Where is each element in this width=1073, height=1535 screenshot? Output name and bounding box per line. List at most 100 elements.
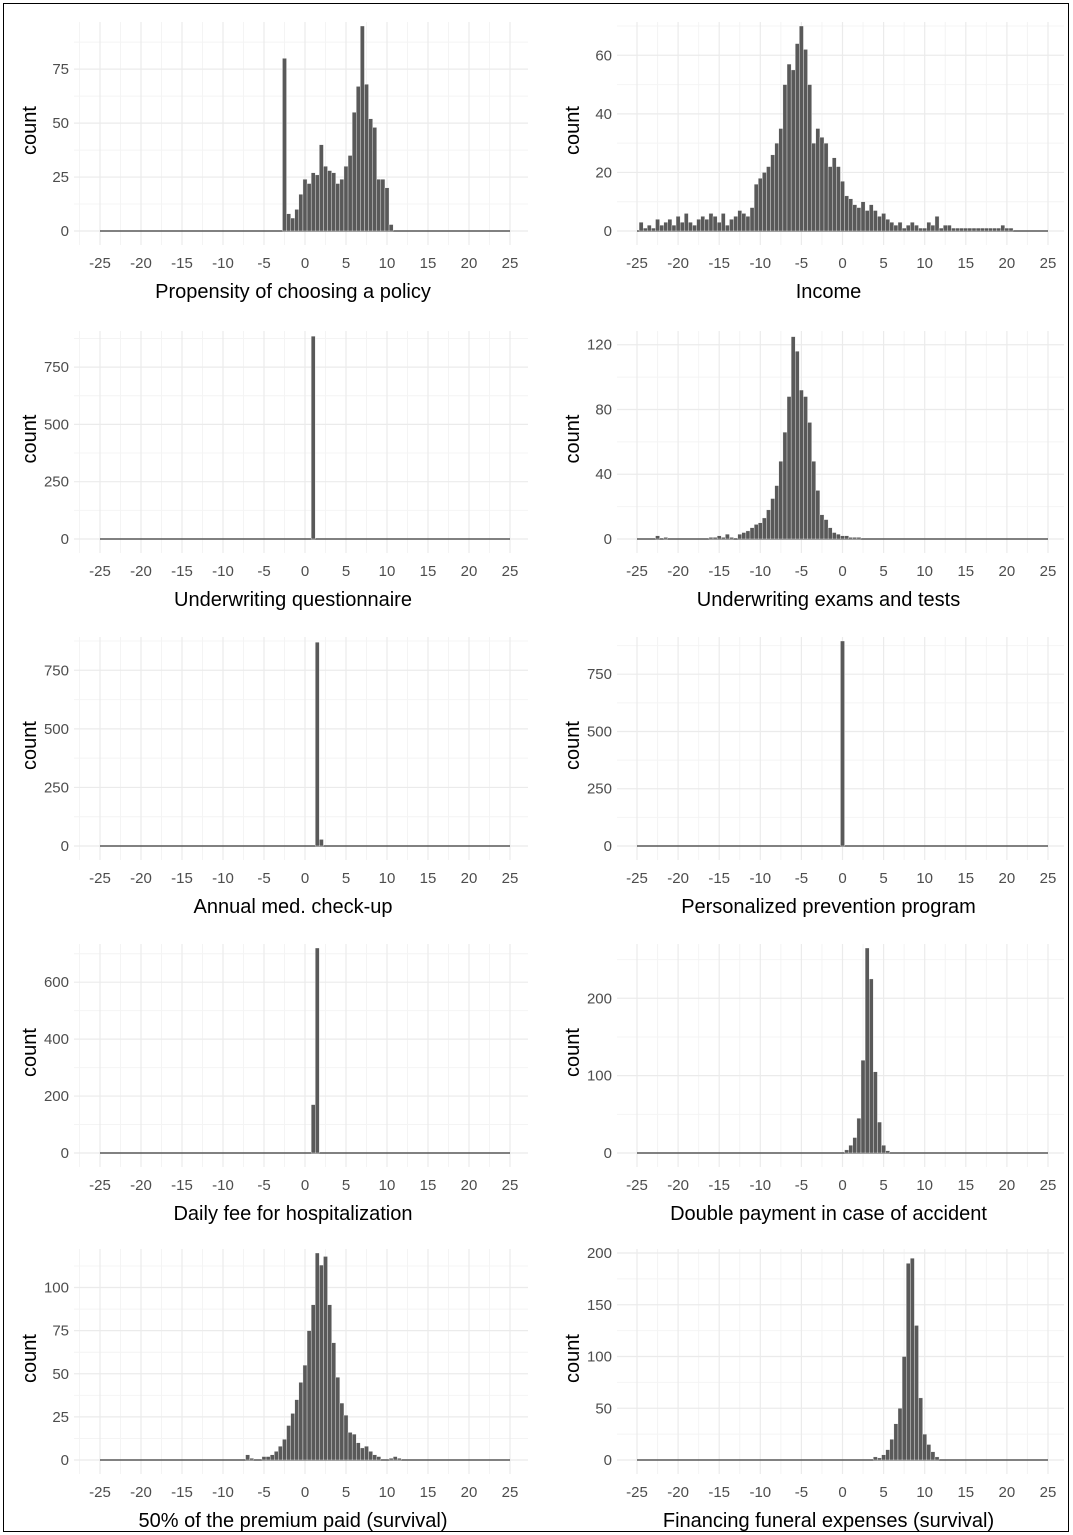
histogram-bar	[704, 219, 710, 232]
histogram-bar	[737, 533, 742, 540]
x-tick-label: -25	[89, 1177, 111, 1194]
histogram-bar	[856, 207, 862, 232]
x-tick-label: 5	[342, 563, 350, 580]
histogram-bar	[840, 181, 845, 232]
x-tick-label: 5	[879, 870, 887, 887]
histogram-bar	[897, 222, 903, 232]
histogram-panel-3: -25 -20 -15 -10 -5 0 5 10 15 20 250250500750Underw…	[19, 331, 528, 611]
y-tick-label: 0	[61, 1452, 69, 1469]
y-tick-label: 750	[44, 662, 69, 679]
histogram-bar	[885, 219, 890, 232]
histogram-bar	[848, 198, 853, 232]
x-tick-label: -5	[257, 1484, 270, 1501]
histogram-bar	[282, 1439, 287, 1461]
histogram-bar	[339, 1402, 345, 1461]
x-tick-label: 25	[502, 563, 519, 580]
y-tick-label: 25	[52, 1409, 69, 1426]
x-tick-label: 0	[838, 870, 846, 887]
histogram-bar	[881, 1145, 886, 1154]
histogram-bar	[926, 222, 932, 232]
x-tick-label: 10	[916, 1177, 933, 1194]
x-axis-title: Daily fee for hospitalization	[173, 1203, 412, 1225]
histogram-bar	[347, 1432, 353, 1461]
histogram-bar	[306, 1330, 312, 1461]
histogram-bar	[327, 1304, 332, 1461]
histogram-bar	[864, 210, 870, 232]
histogram-bar	[918, 1397, 923, 1461]
x-tick-label: 10	[379, 1484, 396, 1501]
histogram-bar	[376, 1456, 382, 1461]
histogram-bar	[684, 213, 689, 232]
histogram-bar	[745, 530, 751, 540]
histogram-bar	[667, 219, 673, 232]
y-tick-label: 0	[604, 531, 612, 548]
x-tick-label: -25	[89, 1484, 111, 1501]
y-tick-label: 100	[587, 1349, 612, 1366]
x-tick-label: 10	[916, 1484, 933, 1501]
histogram-bar	[807, 84, 812, 232]
y-tick-label: 400	[44, 1031, 69, 1048]
histogram-bar	[860, 1059, 866, 1154]
histogram-bar	[869, 204, 874, 232]
x-tick-label: -20	[130, 255, 152, 272]
x-tick-label: 10	[379, 563, 396, 580]
histogram-bar	[692, 224, 697, 232]
histogram-bar	[844, 535, 849, 540]
x-tick-label: 20	[999, 1177, 1016, 1194]
histogram-panel-4: -25 -20 -15 -10 -5 0 5 10 15 20 25 0 40 80 120 Underwri…	[562, 331, 1064, 611]
histogram-panel-10: -25 -20 -15 -10 -5 0 5 10 15 20 25 0 50 100 150 200 Fina…	[562, 1245, 1064, 1532]
x-tick-label: 15	[420, 1177, 437, 1194]
histogram-bar	[249, 1458, 254, 1461]
x-tick-label: 15	[420, 255, 437, 272]
histogram-bar	[922, 227, 927, 232]
histogram-bar	[647, 224, 652, 232]
x-tick-label: -20	[667, 255, 689, 272]
histogram-bar	[795, 43, 800, 232]
histogram-panel-5: -25 -20 -15 -10 -5 0 5 10 15 20 250250500750Annual…	[19, 637, 528, 918]
x-tick-label: -20	[667, 563, 689, 580]
histogram-bar	[885, 1150, 890, 1154]
y-tick-label: 0	[604, 223, 612, 240]
x-tick-label: -5	[795, 870, 808, 887]
histogram-bar	[290, 1413, 295, 1461]
histogram-panel-1: -25 -20 -15 -10 -5 0 5 10 15 20 25 0 25 50 75 Propensit…	[19, 22, 528, 303]
histogram-bar	[807, 422, 812, 540]
histogram-bar	[938, 227, 944, 232]
y-tick-label: 250	[587, 781, 612, 798]
x-tick-label: 20	[999, 563, 1016, 580]
histogram-bar	[762, 172, 767, 232]
histogram-bar	[877, 216, 882, 232]
y-axis-title: count	[19, 414, 41, 463]
y-tick-label: 500	[587, 723, 612, 740]
histogram-bar	[368, 118, 373, 232]
x-tick-label: 5	[342, 255, 350, 272]
x-tick-label: 15	[957, 1484, 974, 1501]
histogram-bar	[753, 183, 759, 232]
histogram-bar	[762, 517, 767, 540]
histogram-bar	[980, 227, 985, 232]
x-tick-label: 10	[916, 870, 933, 887]
x-tick-label: 0	[838, 1484, 846, 1501]
x-tick-label: 0	[838, 1177, 846, 1194]
x-tick-label: -25	[626, 563, 648, 580]
x-tick-label: -10	[212, 563, 234, 580]
y-tick-label: 120	[587, 337, 612, 354]
x-tick-label: -5	[257, 870, 270, 887]
histogram-bar	[737, 210, 742, 232]
x-tick-label: -20	[130, 1177, 152, 1194]
histogram-bar	[873, 1456, 878, 1461]
x-tick-label: 15	[420, 1484, 437, 1501]
x-tick-label: 10	[916, 563, 933, 580]
histogram-bar	[708, 537, 714, 540]
histogram-bar	[335, 183, 341, 232]
histogram-bar	[967, 227, 973, 232]
x-tick-label: 20	[461, 563, 478, 580]
histogram-bar	[716, 222, 722, 232]
histogram-bar	[261, 1456, 267, 1461]
histogram-bar	[310, 335, 316, 540]
y-tick-label: 80	[595, 401, 612, 418]
histogram-bar	[782, 431, 788, 540]
histogram-bar	[749, 207, 755, 232]
x-axis-title: Propensity of choosing a policy	[155, 281, 431, 303]
x-tick-label: 25	[1040, 870, 1057, 887]
